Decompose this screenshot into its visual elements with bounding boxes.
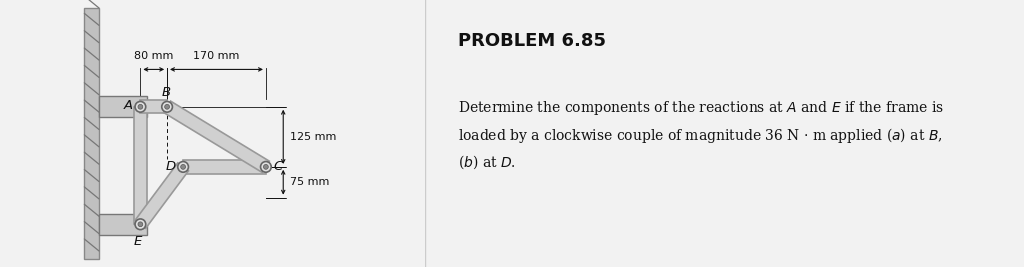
- Text: Determine the components of the reactions at $A$ and $E$ if the frame is
loaded : Determine the components of the reaction…: [458, 99, 944, 171]
- Text: 125 mm: 125 mm: [290, 132, 336, 142]
- Polygon shape: [164, 101, 269, 172]
- Text: E: E: [133, 235, 142, 248]
- Text: 170 mm: 170 mm: [194, 52, 240, 61]
- Circle shape: [138, 222, 142, 227]
- Text: PROBLEM 6.85: PROBLEM 6.85: [458, 32, 606, 50]
- Polygon shape: [135, 163, 188, 228]
- Circle shape: [135, 219, 145, 230]
- Polygon shape: [99, 96, 147, 117]
- Text: A: A: [124, 99, 133, 112]
- Circle shape: [260, 162, 271, 172]
- Text: B: B: [161, 86, 170, 99]
- Circle shape: [180, 164, 185, 169]
- Text: D: D: [166, 160, 176, 173]
- Polygon shape: [140, 100, 167, 113]
- Circle shape: [263, 164, 268, 169]
- Circle shape: [135, 101, 145, 112]
- Circle shape: [178, 162, 188, 172]
- Polygon shape: [134, 107, 147, 224]
- Polygon shape: [99, 214, 147, 235]
- Circle shape: [138, 104, 142, 109]
- Circle shape: [165, 104, 170, 109]
- Text: 75 mm: 75 mm: [290, 177, 330, 187]
- Text: 80 mm: 80 mm: [134, 52, 173, 61]
- Circle shape: [162, 101, 172, 112]
- Text: C: C: [273, 160, 283, 173]
- Polygon shape: [183, 160, 266, 174]
- Polygon shape: [84, 8, 99, 259]
